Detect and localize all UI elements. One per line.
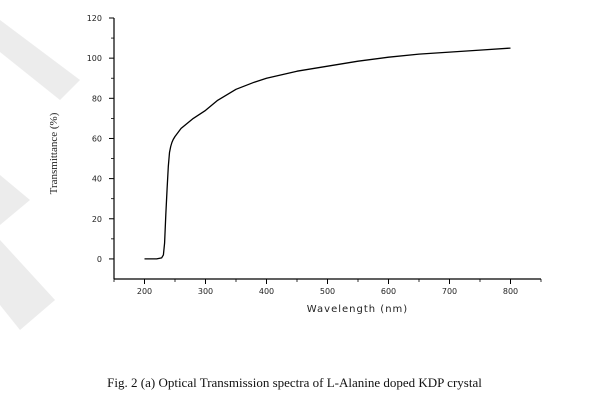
y-tick-label: 20	[92, 215, 102, 224]
x-tick-label: 600	[381, 287, 396, 296]
figure-caption: Fig. 2 (a) Optical Transmission spectra …	[107, 375, 482, 390]
x-tick-label: 700	[442, 287, 457, 296]
x-axis-title: Wavelength (nm)	[307, 304, 408, 315]
y-tick-label: 100	[87, 54, 102, 63]
y-tick-label: 120	[87, 14, 102, 23]
x-axis-ticks: 200 300 400 500 600 700 800	[113, 279, 542, 296]
chart-axes	[113, 18, 541, 280]
y-axis-title: Transmittance (%)	[48, 112, 60, 194]
y-axis-ticks: 0 20 40 60 80 100 120	[87, 14, 114, 264]
x-tick-label: 300	[198, 287, 213, 296]
x-tick-label: 800	[503, 287, 518, 296]
x-tick-label: 200	[137, 287, 152, 296]
y-tick-label: 80	[92, 94, 102, 103]
y-tick-label: 0	[97, 255, 102, 264]
y-tick-label: 40	[92, 175, 102, 184]
transmission-chart: 0 20 40 60 80 100 120 200 300 400 500 600 700 800 Wa…	[48, 14, 542, 315]
series-line	[144, 47, 511, 260]
series-layer	[144, 47, 511, 260]
x-tick-label: 500	[320, 287, 335, 296]
x-tick-label: 400	[259, 287, 274, 296]
y-tick-label: 60	[92, 134, 102, 143]
